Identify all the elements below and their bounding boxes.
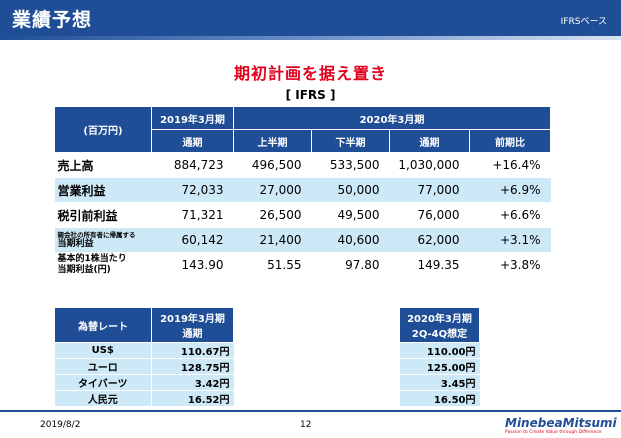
currency-rate: 125.00円 bbox=[399, 358, 480, 375]
row-label: 基本的1株当たり 当期利益(円) bbox=[54, 252, 152, 278]
slide-title: 業績予想 bbox=[12, 9, 93, 31]
row-label: 売上高 bbox=[54, 152, 152, 178]
fx-row: 125.00円 bbox=[399, 358, 480, 375]
fx-row: タイバーツ 3.42円 bbox=[54, 374, 234, 391]
currency-rate: 3.45円 bbox=[399, 374, 480, 391]
cell-full: 149.35 bbox=[389, 252, 470, 278]
row-label: 税引前利益 bbox=[54, 202, 152, 228]
fx-row: 16.50円 bbox=[399, 390, 480, 407]
cell-h1: 27,000 bbox=[233, 177, 312, 203]
row-label-line1: 基本的1株当たり bbox=[57, 254, 127, 264]
fx-forecast-header-row: 2020年3月期 2Q-4Q想定 bbox=[399, 307, 480, 343]
cell-yoy: +3.1% bbox=[469, 227, 551, 253]
row-label: 営業利益 bbox=[54, 177, 152, 203]
logo-wordmark: MinebeaMitsumi bbox=[505, 416, 617, 430]
fx-fy2019-line2: 通期 bbox=[182, 329, 203, 340]
currency-rate: 16.50円 bbox=[399, 390, 480, 407]
page-number: 12 bbox=[300, 420, 312, 430]
fx-fy2020-line1: 2020年3月期 bbox=[407, 314, 472, 325]
currency-rate: 110.00円 bbox=[399, 342, 480, 359]
cell-yoy: +6.9% bbox=[469, 177, 551, 203]
footer-date: 2019/8/2 bbox=[40, 420, 81, 430]
currency-rate: 3.42円 bbox=[151, 374, 234, 391]
cell-full: 76,000 bbox=[389, 202, 470, 228]
currency-label: ユーロ bbox=[54, 358, 152, 375]
company-logo: MinebeaMitsumi Passion to Create Value t… bbox=[505, 416, 617, 435]
currency-label: US$ bbox=[54, 342, 152, 359]
cell-fy2019: 71,321 bbox=[151, 202, 234, 228]
currency-rate: 110.67円 bbox=[151, 342, 234, 359]
currency-rate: 128.75円 bbox=[151, 358, 234, 375]
fx-label-header: 為替レート bbox=[54, 307, 152, 343]
table-header-row: (百万円) 2019年3月期 2020年3月期 bbox=[54, 106, 551, 153]
footer-divider bbox=[0, 410, 621, 412]
sub-second-half: 下半期 bbox=[311, 129, 390, 153]
table-row: 基本的1株当たり 当期利益(円) 143.90 51.55 97.80 149.… bbox=[54, 252, 551, 278]
cell-yoy: +6.6% bbox=[469, 202, 551, 228]
cell-fy2019: 72,033 bbox=[151, 177, 234, 203]
fx-forecast-table: 2020年3月期 2Q-4Q想定 110.00円 125.00円 3.45円 1… bbox=[399, 307, 480, 407]
table-row: 税引前利益 71,321 26,500 49,500 76,000 +6.6% bbox=[54, 202, 551, 228]
fx-row: 人民元 16.52円 bbox=[54, 390, 234, 407]
row-label-prefix: 親会社の所有者に帰属する bbox=[57, 230, 136, 239]
slide-heading: 期初計画を据え置き bbox=[233, 64, 387, 83]
table-row: 売上高 884,723 496,500 533,500 1,030,000 +1… bbox=[54, 152, 551, 178]
fx-row: 110.00円 bbox=[399, 342, 480, 359]
sub-yoy: 前期比 bbox=[469, 129, 551, 153]
fx-row: 3.45円 bbox=[399, 374, 480, 391]
cell-fy2019: 143.90 bbox=[151, 252, 234, 278]
col-fy2019: 2019年3月期 bbox=[151, 106, 234, 130]
fx-fy2020-header: 2020年3月期 2Q-4Q想定 bbox=[399, 307, 480, 343]
fx-fy2019-line1: 2019年3月期 bbox=[160, 314, 225, 325]
cell-h2: 50,000 bbox=[311, 177, 390, 203]
row-label: 親会社の所有者に帰属する 当期利益 bbox=[54, 227, 152, 253]
cell-h1: 51.55 bbox=[233, 252, 312, 278]
row-label-main: 当期利益(円) bbox=[57, 265, 111, 275]
cell-h2: 49,500 bbox=[311, 202, 390, 228]
logo-tagline: Passion to Create Value through Differen… bbox=[505, 430, 602, 435]
cell-h1: 26,500 bbox=[233, 202, 312, 228]
fx-header-row: 為替レート 2019年3月期 通期 bbox=[54, 307, 234, 343]
currency-label: 人民元 bbox=[54, 390, 152, 407]
currency-rate: 16.52円 bbox=[151, 390, 234, 407]
fx-fy2019-header: 2019年3月期 通期 bbox=[151, 307, 234, 343]
table-row: 営業利益 72,033 27,000 50,000 77,000 +6.9% bbox=[54, 177, 551, 203]
cell-yoy: +16.4% bbox=[469, 152, 551, 178]
slide-subheading: [ IFRS ] bbox=[285, 88, 336, 102]
header-bar bbox=[0, 0, 621, 36]
row-label-main: 当期利益 bbox=[57, 238, 94, 249]
forecast-table: (百万円) 2019年3月期 2020年3月期 通期 上半期 下半期 通期 前期… bbox=[54, 106, 551, 278]
cell-full: 1,030,000 bbox=[389, 152, 470, 178]
unit-label: (百万円) bbox=[54, 106, 152, 153]
cell-h2: 40,600 bbox=[311, 227, 390, 253]
sub-full-year-2019: 通期 bbox=[151, 129, 234, 153]
cell-fy2019: 60,142 bbox=[151, 227, 234, 253]
cell-h1: 21,400 bbox=[233, 227, 312, 253]
fx-fy2020-line2: 2Q-4Q想定 bbox=[411, 329, 468, 340]
cell-h2: 533,500 bbox=[311, 152, 390, 178]
fx-rates-table: 為替レート 2019年3月期 通期 US$ 110.67円 ユーロ 128.75… bbox=[54, 307, 234, 407]
cell-h2: 97.80 bbox=[311, 252, 390, 278]
table-subheader-row: 通期 上半期 下半期 通期 前期比 bbox=[55, 129, 551, 153]
col-fy2020: 2020年3月期 bbox=[233, 106, 551, 130]
cell-fy2019: 884,723 bbox=[151, 152, 234, 178]
sub-full-year-2020: 通期 bbox=[389, 129, 470, 153]
cell-yoy: +3.8% bbox=[469, 252, 551, 278]
cell-full: 62,000 bbox=[389, 227, 470, 253]
accounting-basis-label: IFRSベース bbox=[560, 17, 607, 27]
table-row: 親会社の所有者に帰属する 当期利益 60,142 21,400 40,600 6… bbox=[54, 227, 551, 253]
fx-row: ユーロ 128.75円 bbox=[54, 358, 234, 375]
header-gradient-line bbox=[0, 36, 621, 40]
sub-first-half: 上半期 bbox=[233, 129, 312, 153]
currency-label: タイバーツ bbox=[54, 374, 152, 391]
cell-full: 77,000 bbox=[389, 177, 470, 203]
cell-h1: 496,500 bbox=[233, 152, 312, 178]
fx-row: US$ 110.67円 bbox=[54, 342, 234, 359]
